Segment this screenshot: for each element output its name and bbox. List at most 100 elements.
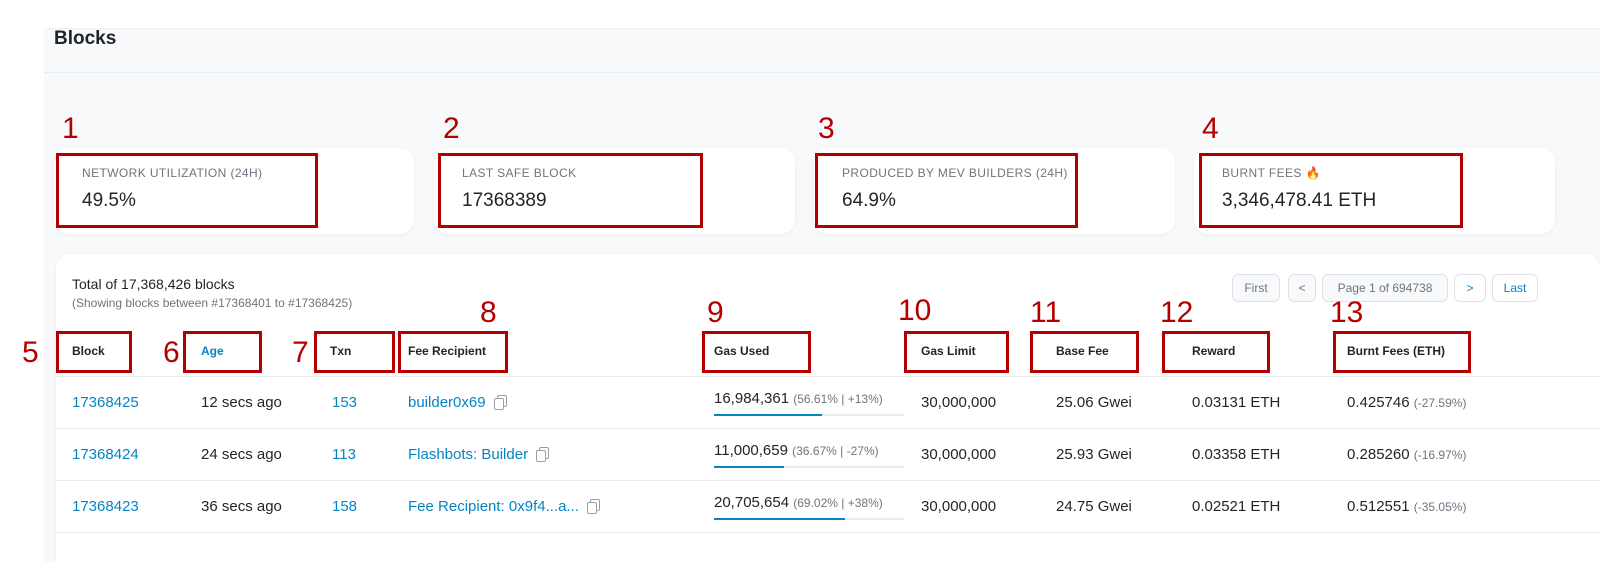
fee-recipient-link[interactable]: Fee Recipient: 0x9f4...a... (408, 498, 600, 515)
annotation-number: 3 (818, 112, 835, 145)
annotation-number: 7 (292, 336, 309, 369)
annotation-number: 13 (1330, 296, 1364, 329)
fee-recipient-text[interactable]: Fee Recipient: 0x9f4...a... (408, 498, 579, 515)
annotation-number: 6 (163, 336, 180, 369)
txn-count-link[interactable]: 113 (332, 446, 356, 463)
row-divider (56, 480, 1600, 481)
last-page-button[interactable]: Last (1492, 274, 1538, 302)
reward-value: 0.02521 ETH (1192, 498, 1281, 515)
fee-recipient-link[interactable]: Flashbots: Builder (408, 446, 550, 463)
gas-used-value: 20,705,654 (69.02% | +38%) (714, 494, 883, 511)
header-divider (56, 376, 1600, 377)
column-header-block: Block (72, 344, 105, 358)
base-fee-value: 24.75 Gwei (1056, 498, 1132, 515)
block-age: 24 secs ago (201, 446, 282, 463)
burnt-fees-amount: 0.512551 (1347, 498, 1410, 515)
annotation-number: 10 (898, 294, 932, 327)
reward-value: 0.03358 ETH (1192, 446, 1281, 463)
gas-limit-value: 30,000,000 (921, 394, 997, 411)
base-fee-value: 25.06 Gwei (1056, 394, 1132, 411)
top-divider (44, 28, 1600, 29)
column-header-reward: Reward (1192, 344, 1236, 358)
annotation-number: 12 (1160, 296, 1194, 329)
block-age: 12 secs ago (201, 394, 282, 411)
stat-value: 64.9% (842, 190, 896, 211)
page-title: Blocks (54, 28, 117, 49)
first-page-button[interactable]: First (1232, 274, 1280, 302)
stat-label: LAST SAFE BLOCK (462, 166, 577, 180)
block-number-link[interactable]: 17368424 (72, 446, 139, 463)
burnt-fees-value: 0.285260 (-16.97%) (1347, 446, 1466, 463)
stat-label: NETWORK UTILIZATION (24H) (82, 166, 263, 180)
burnt-fees-value: 0.512551 (-35.05%) (1347, 498, 1466, 515)
copy-icon[interactable] (493, 395, 507, 410)
gas-used-detail: (36.67% | -27%) (792, 444, 879, 458)
gas-used-value: 16,984,361 (56.61% | +13%) (714, 390, 883, 407)
title-divider (44, 72, 1600, 73)
gas-limit-value: 30,000,000 (921, 498, 997, 515)
stat-label: PRODUCED BY MEV BUILDERS (24H) (842, 166, 1068, 180)
block-number-link[interactable]: 17368425 (72, 394, 139, 411)
gas-used-detail: (56.61% | +13%) (793, 392, 883, 406)
showing-range-text: (Showing blocks between #17368401 to #17… (72, 296, 353, 310)
fee-recipient-text[interactable]: builder0x69 (408, 394, 486, 411)
column-header-age[interactable]: Age (201, 344, 224, 358)
stat-value: 17368389 (462, 190, 547, 211)
row-divider (56, 428, 1600, 429)
prev-page-button[interactable]: < (1288, 274, 1316, 302)
gas-used-bar-fill (714, 518, 846, 520)
gas-used-amount: 16,984,361 (714, 390, 790, 407)
flame-icon: 🔥 (1305, 166, 1321, 180)
block-number-link[interactable]: 17368423 (72, 498, 139, 515)
annotation-number: 8 (480, 296, 497, 329)
blocks-table: Total of 17,368,426 blocks (Showing bloc… (56, 254, 1600, 562)
annotation-number: 9 (707, 296, 724, 329)
copy-icon[interactable] (536, 447, 550, 462)
gas-used-bar-fill (714, 466, 784, 468)
copy-icon[interactable] (586, 499, 600, 514)
stat-card-mev-builders: PRODUCED BY MEV BUILDERS (24H) 64.9% (814, 148, 1175, 234)
column-header-burnt-fees: Burnt Fees (ETH) (1347, 344, 1446, 358)
txn-count-link[interactable]: 158 (332, 498, 358, 515)
next-page-button[interactable]: > (1454, 274, 1486, 302)
annotation-number: 4 (1202, 112, 1219, 145)
stat-card-network-utilization: NETWORK UTILIZATION (24H) 49.5% (54, 148, 414, 234)
fee-recipient-text[interactable]: Flashbots: Builder (408, 446, 529, 463)
gas-used-amount: 20,705,654 (714, 494, 790, 511)
burnt-fees-amount: 0.425746 (1347, 394, 1410, 411)
gas-used-bar-fill (714, 414, 822, 416)
gas-limit-value: 30,000,000 (921, 446, 997, 463)
column-header-gas-used: Gas Used (714, 344, 770, 358)
gas-used-amount: 11,000,659 (714, 442, 788, 459)
annotation-number: 11 (1030, 296, 1062, 329)
fee-recipient-link[interactable]: builder0x69 (408, 394, 507, 411)
burnt-fees-detail: (-16.97%) (1413, 448, 1467, 462)
burnt-fees-detail: (-27.59%) (1413, 396, 1467, 410)
reward-value: 0.03131 ETH (1192, 394, 1281, 411)
column-header-gas-limit: Gas Limit (921, 344, 976, 358)
page-indicator: Page 1 of 694738 (1322, 274, 1448, 302)
stat-label: BURNT FEES 🔥 (1222, 166, 1321, 180)
gas-used-bar (714, 466, 904, 468)
gas-used-bar (714, 414, 904, 416)
blocks-page: Blocks NETWORK UTILIZATION (24H) 49.5% L… (44, 28, 1600, 562)
burnt-fees-value: 0.425746 (-27.59%) (1347, 394, 1466, 411)
gas-used-detail: (69.02% | +38%) (793, 496, 883, 510)
burnt-fees-detail: (-35.05%) (1413, 500, 1467, 514)
stat-card-last-safe-block: LAST SAFE BLOCK 17368389 (434, 148, 795, 234)
column-header-base-fee: Base Fee (1056, 344, 1109, 358)
annotation-number: 5 (22, 336, 39, 369)
burnt-fees-amount: 0.285260 (1347, 446, 1410, 463)
stat-label-text: BURNT FEES (1222, 166, 1302, 180)
annotation-number: 1 (62, 112, 79, 145)
gas-used-value: 11,000,659 (36.67% | -27%) (714, 442, 879, 459)
column-header-fee-recipient: Fee Recipient (408, 344, 487, 358)
annotation-number: 2 (443, 112, 460, 145)
total-blocks-text: Total of 17,368,426 blocks (72, 276, 235, 292)
base-fee-value: 25.93 Gwei (1056, 446, 1132, 463)
txn-count-link[interactable]: 153 (332, 394, 358, 411)
stat-value: 3,346,478.41 ETH (1222, 190, 1377, 211)
column-header-txn: Txn (330, 344, 352, 358)
row-divider (56, 532, 1600, 533)
gas-used-bar (714, 518, 904, 520)
